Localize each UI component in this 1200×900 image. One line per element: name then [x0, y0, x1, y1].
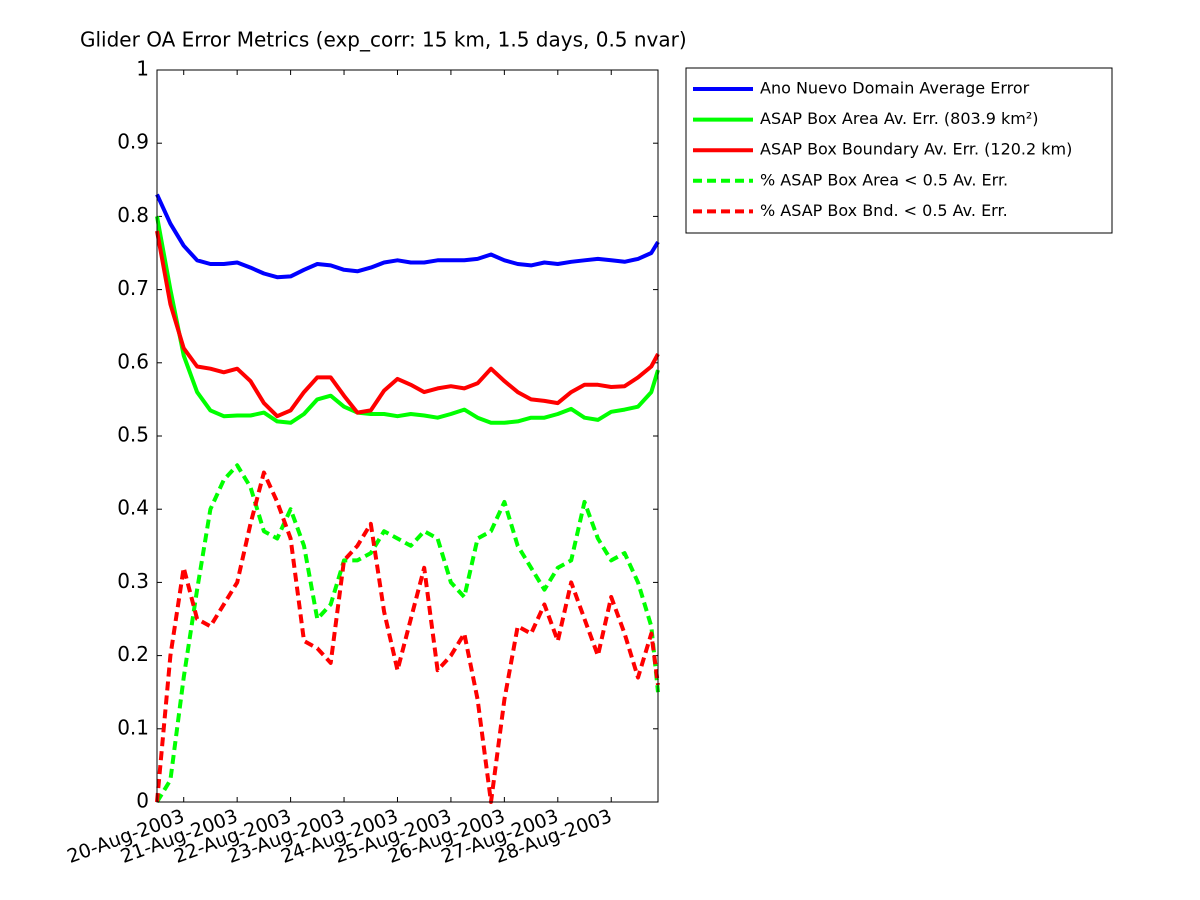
y-tick-label: 0: [136, 789, 149, 813]
series-line: [155, 463, 660, 804]
y-tick-label: 0.7: [117, 276, 149, 300]
y-tick-label: 1: [136, 57, 149, 81]
legend-label: ASAP Box Boundary Av. Err. (120.2 km): [760, 140, 1072, 159]
chart-title: Glider OA Error Metrics (exp_corr: 15 km…: [80, 28, 687, 52]
axes-box: [156, 69, 659, 803]
series-line: [155, 216, 660, 425]
y-tick-label: 0.2: [117, 642, 149, 666]
y-tick-label: 0.3: [117, 569, 149, 593]
y-tick-label: 0.9: [117, 130, 149, 154]
series-line: [155, 193, 660, 280]
legend-label: % ASAP Box Area < 0.5 Av. Err.: [760, 170, 1008, 189]
y-tick-label: 0.6: [117, 349, 149, 373]
series-line: [155, 470, 660, 804]
legend-label: % ASAP Box Bnd. < 0.5 Av. Err.: [760, 201, 1008, 220]
legend-label: Ano Nuevo Domain Average Error: [760, 79, 1030, 98]
legend-box: [685, 67, 1113, 234]
legend-label: ASAP Box Area Av. Err. (803.9 km²): [760, 109, 1039, 128]
y-tick-label: 0.4: [117, 496, 149, 520]
plot-area: [157, 70, 658, 802]
y-tick-label: 0.5: [117, 423, 149, 447]
series-line: [155, 230, 660, 419]
y-tick-label: 0.8: [117, 203, 149, 227]
y-tick-label: 0.1: [117, 715, 149, 739]
